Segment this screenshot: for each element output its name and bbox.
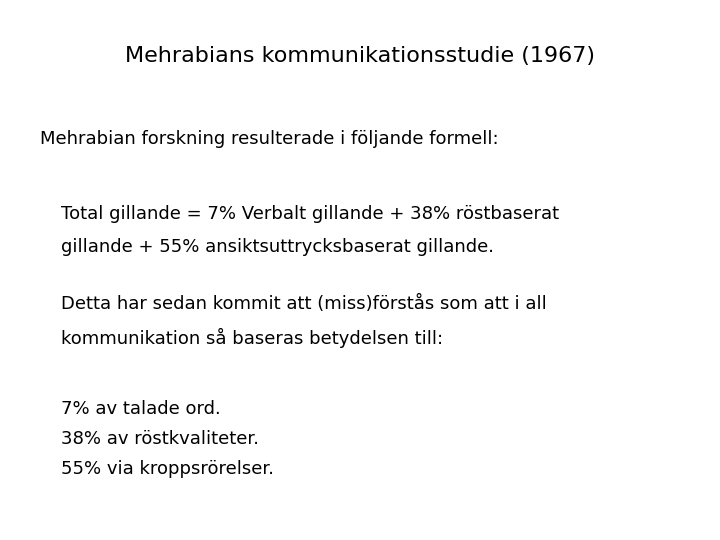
Text: Total gillande = 7% Verbalt gillande + 38% röstbaserat: Total gillande = 7% Verbalt gillande + 3…: [61, 205, 559, 223]
Text: 38% av röstkvaliteter.: 38% av röstkvaliteter.: [61, 430, 259, 448]
Text: 7% av talade ord.: 7% av talade ord.: [61, 400, 221, 418]
Text: 55% via kroppsrörelser.: 55% via kroppsrörelser.: [61, 460, 274, 478]
Text: Detta har sedan kommit att (miss)förstås som att i all: Detta har sedan kommit att (miss)förstås…: [61, 295, 547, 313]
Text: gillande + 55% ansiktsuttrycksbaserat gillande.: gillande + 55% ansiktsuttrycksbaserat gi…: [61, 238, 494, 256]
Text: Mehrabians kommunikationsstudie (1967): Mehrabians kommunikationsstudie (1967): [125, 46, 595, 66]
Text: kommunikation så baseras betydelsen till:: kommunikation så baseras betydelsen till…: [61, 328, 444, 348]
Text: Mehrabian forskning resulterade i följande formell:: Mehrabian forskning resulterade i följan…: [40, 130, 498, 147]
